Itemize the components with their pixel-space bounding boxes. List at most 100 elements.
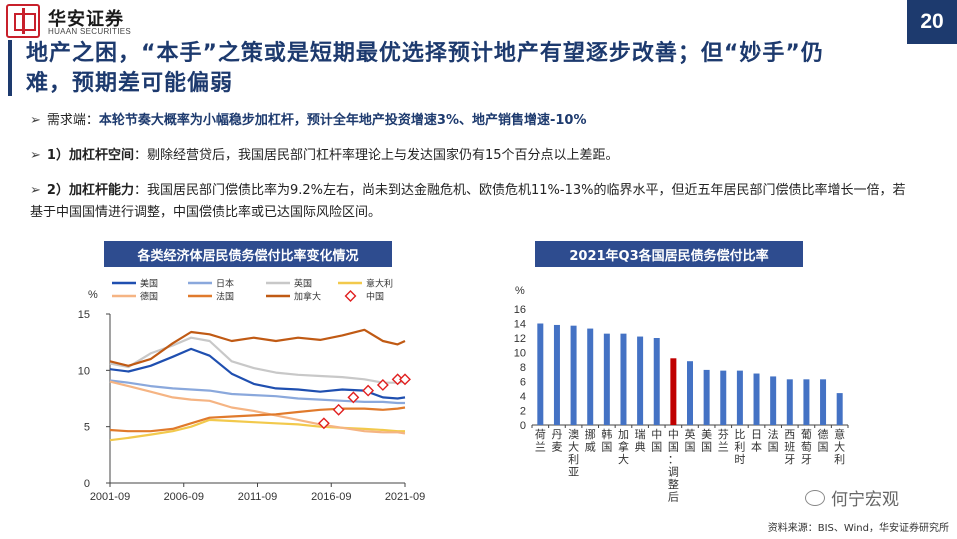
- category-label: 挪威: [585, 427, 596, 454]
- wechat-icon: [805, 489, 825, 506]
- bar: [637, 336, 644, 425]
- y-tick-label: 14: [514, 319, 526, 331]
- bar: [736, 370, 743, 425]
- china-point: [391, 373, 404, 386]
- y-tick-label: 16: [514, 304, 526, 316]
- company-logo-icon: [6, 4, 40, 38]
- bar: [720, 370, 727, 425]
- bar: [537, 323, 544, 425]
- bullet-emphasis: 本轮节奏大概率为小幅稳步加杠杆，预计全年地产投资增速3%、地产销售增速-10%: [98, 113, 587, 128]
- category-label: 芬兰: [718, 428, 729, 454]
- bullet-arrow-icon: ➢: [30, 183, 41, 198]
- bar: [786, 379, 793, 425]
- category-label: 中国: [651, 428, 662, 454]
- x-tick-label: 2011-09: [238, 491, 278, 503]
- category-label: 中国：调整后: [668, 428, 679, 504]
- series-line: [109, 380, 406, 435]
- china-point: [347, 391, 360, 404]
- china-point: [399, 373, 411, 386]
- y-tick-label: 15: [78, 309, 90, 321]
- series-line: [109, 406, 406, 433]
- series-line: [109, 379, 405, 405]
- y-tick-label: 2: [520, 406, 526, 418]
- bar: [753, 373, 760, 425]
- y-tick-label: 4: [520, 391, 526, 403]
- category-label: 韩国: [601, 427, 612, 454]
- legend-label: 英国: [294, 278, 312, 290]
- legend-marker-china: [344, 290, 357, 302]
- category-label: 意大利: [834, 427, 845, 466]
- bar: [620, 333, 627, 425]
- bar: [803, 379, 810, 425]
- bar: [587, 328, 594, 425]
- title-accent-bar: [8, 40, 12, 96]
- china-point: [362, 384, 375, 397]
- series-line: [109, 336, 406, 384]
- bar: [653, 338, 660, 425]
- y-tick-label: 6: [520, 377, 526, 389]
- page-number: 20: [907, 0, 957, 44]
- legend-label: 中国: [366, 291, 384, 303]
- bar: [670, 358, 677, 425]
- bar: [687, 361, 693, 425]
- bullet-leverage-space: ➢ 1）加杠杆空间：剔除经营贷后，我国居民部门杠杆率理论上与发达国家仍有15个百分…: [30, 145, 930, 167]
- bullet-lead: 1）加杠杆空间: [46, 148, 134, 163]
- bar: [820, 379, 827, 425]
- y-tick-label: 10: [514, 348, 526, 360]
- bullet-demand: ➢ 需求端：本轮节奏大概率为小幅稳步加杠杆，预计全年地产投资增速3%、地产销售增速…: [30, 110, 930, 132]
- y-tick-label: 5: [84, 422, 90, 434]
- china-point: [317, 417, 330, 430]
- bar: [570, 325, 577, 425]
- y-tick-label: 0: [84, 478, 90, 490]
- category-label: 荷兰: [535, 428, 546, 454]
- bar: [770, 376, 777, 425]
- bar-chart: % 0 2 4 6 8 10 12 14 16 荷兰丹麦澳大利亚挪威韩国加拿大瑞典中国中国：调整后英…: [514, 285, 849, 504]
- logo-text-en: HUAAN SECURITIES: [48, 27, 132, 36]
- x-tick-label: 2006-09: [164, 491, 204, 503]
- category-label: 西班牙: [784, 428, 795, 466]
- x-tick-label: 2016-09: [311, 491, 351, 503]
- bullet-arrow-icon: ➢: [30, 148, 41, 163]
- watermark: 何宁宏观: [805, 485, 899, 510]
- watermark-text: 何宁宏观: [831, 490, 899, 510]
- x-tick-label: 2021-09: [385, 491, 425, 503]
- bullet-lead: 需求端：: [46, 113, 99, 128]
- category-label: 丹麦: [551, 428, 562, 454]
- bullet-text: ：剔除经营贷后，我国居民部门杠杆率理论上与发达国家仍有15个百分点以上差距。: [133, 148, 619, 163]
- y-tick-label: 8: [520, 362, 526, 374]
- legend-label: 意大利: [366, 278, 393, 290]
- category-label: 美国: [701, 428, 712, 454]
- category-label: 比利时: [734, 428, 745, 466]
- china-point: [332, 403, 345, 416]
- y-tick-label: 12: [514, 333, 526, 345]
- y-tick-label: 10: [78, 365, 90, 377]
- category-label: 德国: [818, 427, 829, 454]
- bullet-arrow-icon: ➢: [30, 113, 41, 128]
- legend-label: 加拿大: [294, 291, 321, 303]
- category-label: 瑞典: [635, 427, 646, 454]
- category-label: 法国: [768, 427, 779, 454]
- series-line: [109, 328, 406, 367]
- bar: [553, 324, 560, 425]
- left-chart-header: 各类经济体居民债务偿付比率变化情况: [104, 241, 392, 267]
- right-chart-header: 2021年Q3各国居民债务偿付比率: [535, 241, 803, 267]
- bullet-lead: 2）加杠杆能力: [46, 183, 134, 198]
- x-tick-label: 2001-09: [90, 491, 130, 503]
- category-label: 加拿大: [618, 428, 629, 466]
- legend-label: 美国: [140, 278, 158, 290]
- category-label: 英国: [685, 427, 696, 454]
- series-line: [109, 347, 406, 400]
- y-axis-unit: %: [515, 285, 525, 297]
- category-label: 葡萄牙: [801, 428, 812, 466]
- legend-label: 德国: [140, 291, 158, 303]
- series-line: [109, 418, 405, 442]
- bar: [603, 333, 610, 425]
- legend-label: 法国: [216, 291, 234, 303]
- bullet-leverage-ability: ➢ 2）加杠杆能力：我国居民部门偿债比率为9.2%左右，尚未到达金融危机、欧债危机…: [30, 180, 910, 224]
- source-note: 资料来源：BIS、Wind，华安证券研究所: [767, 523, 949, 534]
- category-label: 澳大利亚: [568, 428, 579, 479]
- page-title: 地产之困，“本手”之策或是短期最优选择预计地产有望逐步改善；但“妙手”仍难，预期…: [26, 41, 824, 96]
- category-label: 日本: [751, 428, 762, 454]
- y-axis-unit: %: [88, 289, 98, 301]
